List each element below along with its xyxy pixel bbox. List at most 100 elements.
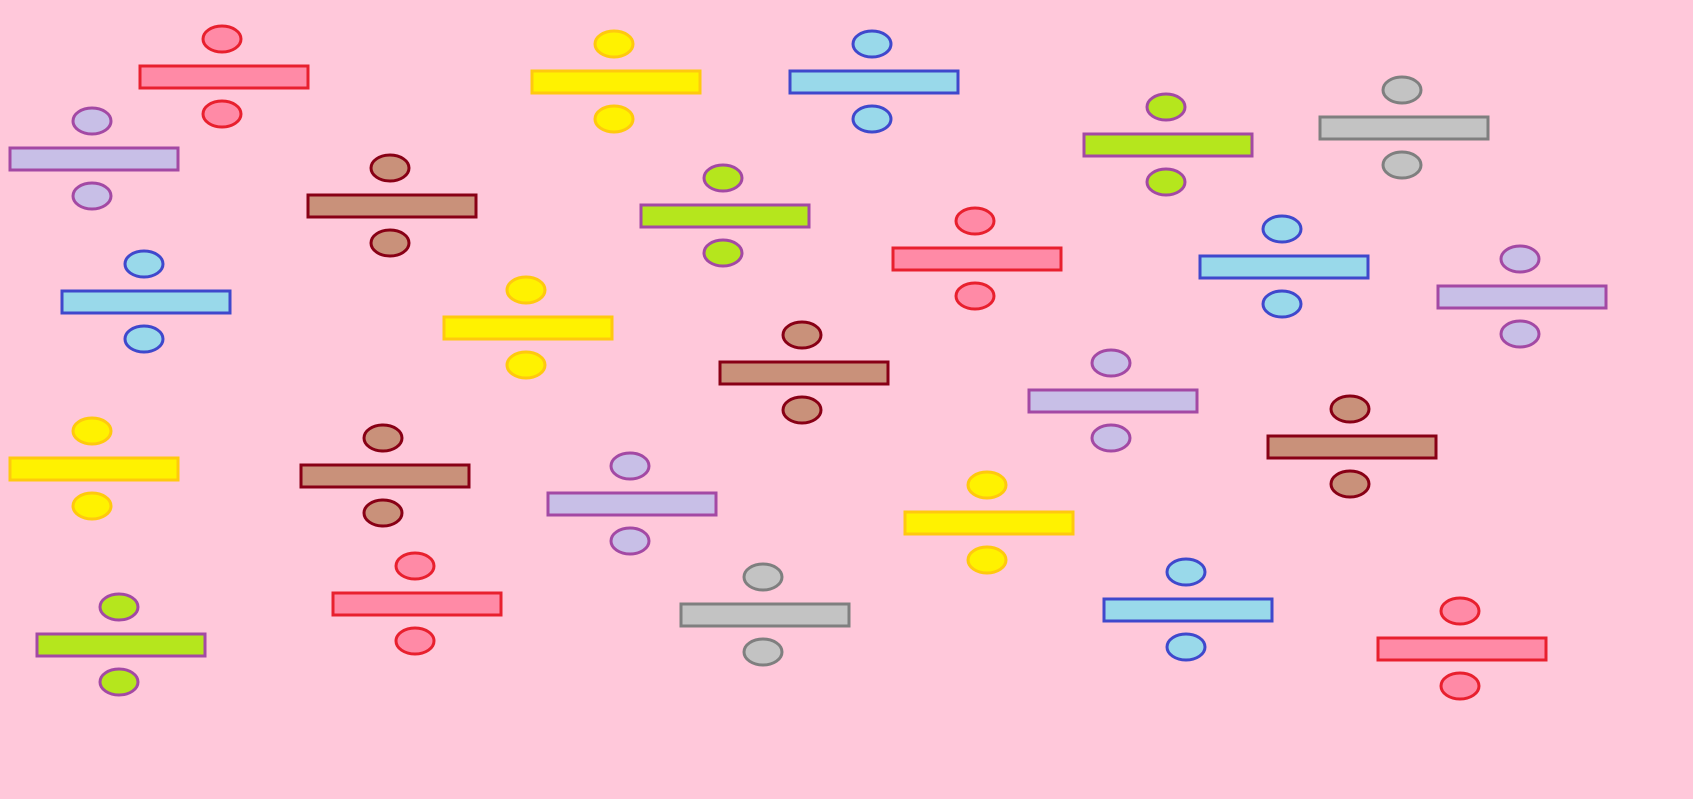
division-sign [8,106,180,211]
division-dot-bottom [71,491,113,521]
division-dot-bottom [1090,423,1132,453]
division-bar [8,456,180,482]
division-bar [35,632,207,658]
division-dot-top [954,206,996,236]
division-dot-bottom [1145,167,1187,197]
division-dot-top [362,423,404,453]
division-dot-top [702,163,744,193]
division-sign [8,416,180,521]
division-dot-top [1329,394,1371,424]
division-dot-bottom [1329,469,1371,499]
division-dot-top [593,29,635,59]
division-bar [442,315,614,341]
division-bar [8,146,180,172]
division-dot-top [1145,92,1187,122]
division-dot-bottom [1439,671,1481,701]
division-dot-top [394,551,436,581]
division-dot-top [369,153,411,183]
division-dot-bottom [1499,319,1541,349]
division-sign [546,451,718,556]
division-dot-bottom [781,395,823,425]
division-sign [718,320,890,425]
division-sign [1376,596,1548,701]
division-sign [306,153,478,258]
division-dot-bottom [394,626,436,656]
division-bar [718,360,890,386]
division-bar [1376,636,1548,662]
division-sign [1198,214,1370,319]
division-bar [1318,115,1490,141]
division-bar [1082,132,1254,158]
division-dot-top [71,416,113,446]
division-bar [1102,597,1274,623]
division-dot-bottom [1165,632,1207,662]
division-bar [331,591,503,617]
division-bar [299,463,471,489]
division-sign [788,29,960,134]
division-sign [1027,348,1199,453]
division-bar [903,510,1075,536]
division-dot-top [1090,348,1132,378]
division-dot-bottom [1381,150,1423,180]
division-sign [903,470,1075,575]
division-dot-top [1165,557,1207,587]
division-dot-top [71,106,113,136]
division-dot-bottom [201,99,243,129]
division-bar [546,491,718,517]
division-dot-bottom [1261,289,1303,319]
division-sign [60,249,232,354]
division-bar [1198,254,1370,280]
division-dot-top [201,24,243,54]
division-sign [1082,92,1254,197]
division-bar [60,289,232,315]
division-dot-top [123,249,165,279]
division-dot-top [1439,596,1481,626]
division-sign [35,592,207,697]
division-dot-top [781,320,823,350]
division-dot-top [609,451,651,481]
division-dot-top [98,592,140,622]
division-sign [639,163,811,268]
division-bar [788,69,960,95]
division-dot-bottom [702,238,744,268]
division-sign [442,275,614,380]
division-bar [679,602,851,628]
division-sign [679,562,851,667]
division-dot-bottom [593,104,635,134]
division-sign [1318,75,1490,180]
division-dot-bottom [966,545,1008,575]
division-sign [891,206,1063,311]
division-dot-bottom [742,637,784,667]
division-sign [138,24,310,129]
division-dot-top [966,470,1008,500]
division-sign [530,29,702,134]
division-dot-top [742,562,784,592]
division-bar [530,69,702,95]
division-bar [138,64,310,90]
division-sign [331,551,503,656]
division-dot-bottom [851,104,893,134]
division-dot-bottom [505,350,547,380]
division-bar [1027,388,1199,414]
division-dot-bottom [369,228,411,258]
division-dot-top [505,275,547,305]
division-sign [1266,394,1438,499]
division-sign [299,423,471,528]
division-dot-bottom [362,498,404,528]
division-bar [639,203,811,229]
division-dot-top [1261,214,1303,244]
division-sign [1102,557,1274,662]
division-dot-top [851,29,893,59]
division-dot-bottom [123,324,165,354]
division-dot-bottom [609,526,651,556]
division-dot-top [1499,244,1541,274]
division-bar [1266,434,1438,460]
division-bar [306,193,478,219]
division-dot-bottom [954,281,996,311]
division-bar [1436,284,1608,310]
division-dot-top [1381,75,1423,105]
division-dot-bottom [71,181,113,211]
division-sign [1436,244,1608,349]
division-bar [891,246,1063,272]
